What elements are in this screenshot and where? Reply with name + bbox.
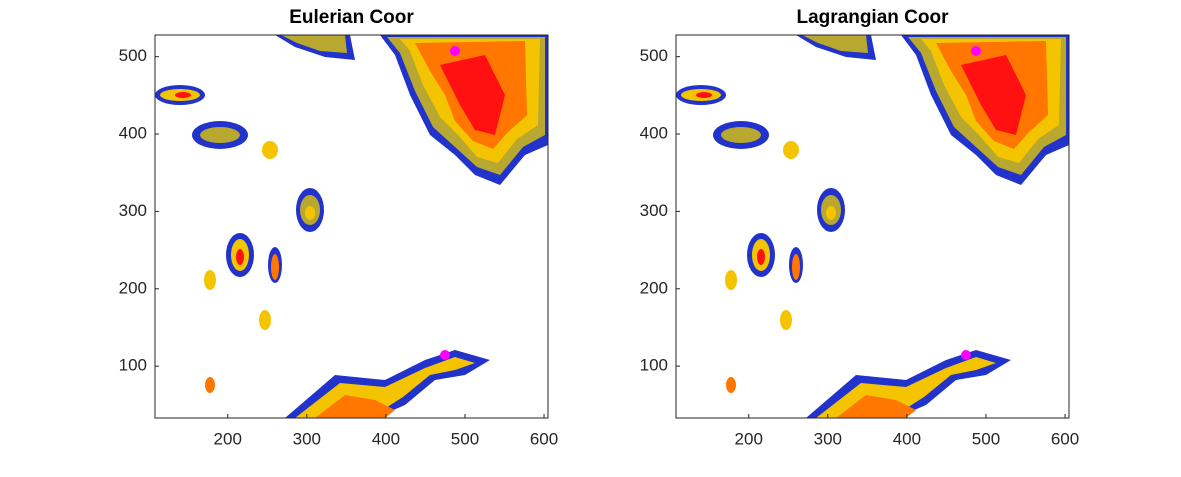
x-tick-label: 500 [972, 429, 1000, 448]
x-tick-label: 500 [451, 429, 479, 448]
chart-title: Eulerian Coor [289, 7, 414, 28]
axes-box [675, 34, 1070, 419]
x-tick-label: 400 [893, 429, 921, 448]
axes-box [154, 34, 549, 419]
y-tick-label: 500 [119, 46, 147, 65]
radar-field [155, 35, 548, 418]
panel: 200 300 400 500 600 100 200 300 400 500 Eulerian C… [119, 7, 559, 448]
y-tick-label: 200 [640, 278, 668, 297]
x-tick-label: 600 [1051, 429, 1079, 448]
x-tick-label: 200 [735, 429, 763, 448]
y-tick-label: 200 [119, 278, 147, 297]
chart-title: Lagrangian Coor [796, 7, 949, 28]
y-tick-label: 400 [119, 124, 147, 143]
y-tick-label: 400 [640, 124, 668, 143]
x-tick-label: 600 [530, 429, 558, 448]
radar-field [676, 35, 1069, 418]
y-tick-label: 500 [640, 46, 668, 65]
x-tick-label: 200 [214, 429, 242, 448]
y-tick-label: 300 [640, 201, 668, 220]
x-tick-label: 300 [814, 429, 842, 448]
y-tick-label: 300 [119, 201, 147, 220]
y-tick-label: 100 [640, 356, 668, 375]
y-tick-label: 100 [119, 356, 147, 375]
panel: 200 300 400 500 600 100 200 300 400 500 Lagrangian… [640, 7, 1080, 448]
x-tick-label: 300 [293, 429, 321, 448]
x-tick-label: 400 [372, 429, 400, 448]
